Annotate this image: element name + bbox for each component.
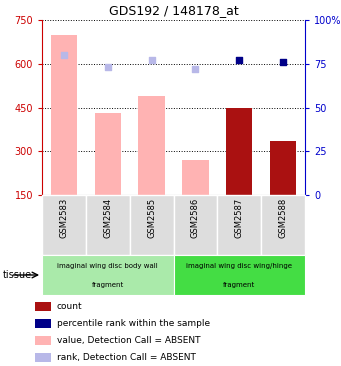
FancyBboxPatch shape	[217, 195, 261, 255]
FancyBboxPatch shape	[174, 255, 305, 295]
FancyBboxPatch shape	[130, 195, 174, 255]
Text: value, Detection Call = ABSENT: value, Detection Call = ABSENT	[57, 336, 201, 345]
Text: GSM2586: GSM2586	[191, 198, 200, 238]
Text: fragment: fragment	[92, 282, 124, 288]
Text: count: count	[57, 302, 83, 311]
Bar	[226, 108, 252, 195]
Bar	[94, 113, 121, 195]
Point	[193, 66, 198, 72]
Text: imaginal wing disc body wall: imaginal wing disc body wall	[57, 263, 158, 269]
FancyBboxPatch shape	[42, 195, 86, 255]
Bar	[35, 336, 51, 345]
Point	[105, 64, 110, 70]
FancyBboxPatch shape	[42, 255, 174, 295]
Title: GDS192 / 148178_at: GDS192 / 148178_at	[109, 4, 238, 18]
Point	[61, 52, 66, 58]
Text: GSM2585: GSM2585	[147, 198, 156, 238]
Bar	[182, 160, 209, 195]
Bar	[35, 302, 51, 311]
FancyBboxPatch shape	[86, 195, 130, 255]
Text: tissue: tissue	[3, 270, 32, 280]
Bar	[270, 141, 296, 195]
Point	[237, 57, 242, 63]
Bar	[51, 34, 77, 195]
FancyBboxPatch shape	[261, 195, 305, 255]
Text: fragment: fragment	[223, 282, 255, 288]
Point	[149, 57, 154, 63]
FancyBboxPatch shape	[174, 195, 217, 255]
Text: GSM2583: GSM2583	[59, 198, 69, 238]
Text: GSM2587: GSM2587	[235, 198, 244, 238]
Text: percentile rank within the sample: percentile rank within the sample	[57, 319, 210, 328]
Text: GSM2588: GSM2588	[279, 198, 287, 238]
Bar	[35, 353, 51, 362]
Bar	[35, 319, 51, 328]
Bar	[138, 96, 165, 195]
Point	[280, 59, 286, 65]
Text: rank, Detection Call = ABSENT: rank, Detection Call = ABSENT	[57, 353, 196, 362]
Text: GSM2584: GSM2584	[103, 198, 112, 238]
Text: imaginal wing disc wing/hinge: imaginal wing disc wing/hinge	[186, 263, 292, 269]
